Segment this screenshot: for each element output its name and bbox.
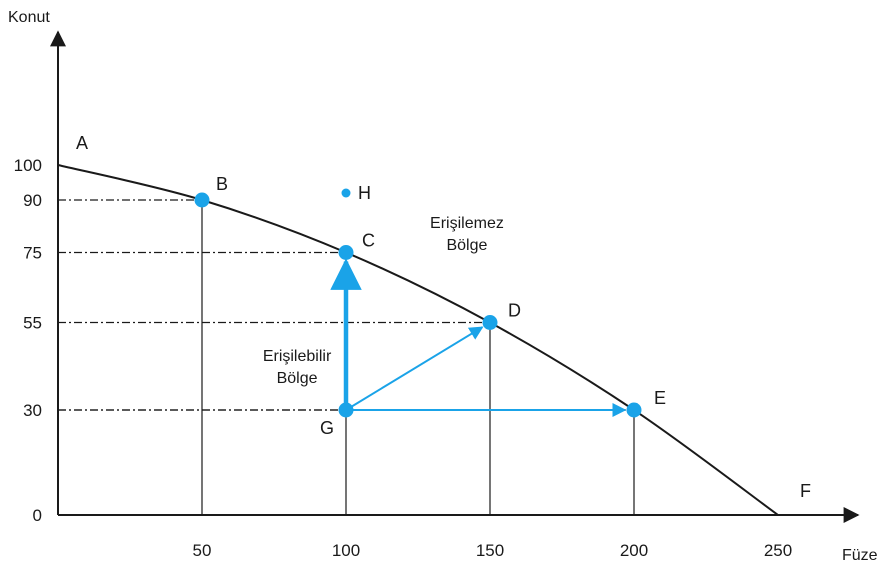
point-e-label: E	[654, 388, 666, 408]
point-g-marker	[338, 402, 354, 418]
y-tick-label-0: 0	[33, 506, 42, 525]
x-tick-label-200: 200	[620, 541, 648, 560]
point-b-marker	[194, 192, 210, 208]
x-tick-label-50: 50	[193, 541, 212, 560]
x-tick-label-100: 100	[332, 541, 360, 560]
y-tick-label-30: 30	[23, 401, 42, 420]
region-label-1-line-0: Erişilebilir	[263, 348, 332, 365]
curve-layer	[57, 164, 779, 516]
region-label-0-line-1: Bölge	[446, 237, 487, 254]
y-tick-label-100: 100	[14, 156, 42, 175]
point-d-marker	[482, 315, 498, 330]
point-b-label: B	[216, 174, 228, 194]
point-h-label: H	[358, 183, 371, 203]
axes	[50, 30, 860, 523]
x-tick-label-250: 250	[764, 541, 792, 560]
y-tick-label-55: 55	[23, 314, 42, 333]
region-label-0-line-0: Erişilemez	[430, 215, 504, 232]
point-h-marker	[341, 188, 351, 198]
point-d-label: D	[508, 301, 521, 321]
label-layer: Konut Füze A B C D E F G H 0 30 55 75 90 100 50 100 150 2…	[8, 9, 878, 564]
point-f-label: F	[800, 481, 811, 501]
y-tick-label-75: 75	[23, 244, 42, 263]
point-c-label: C	[362, 231, 375, 251]
x-axis-title: Füze	[842, 547, 878, 564]
arrow-g-to-d	[345, 326, 484, 411]
x-tick-label-150: 150	[476, 541, 504, 560]
production-frontier-curve	[57, 164, 779, 516]
arrow-layer	[330, 258, 627, 417]
point-e-marker	[626, 402, 642, 418]
region-label-1-line-1: Bölge	[277, 370, 318, 387]
point-a-label: A	[76, 133, 88, 153]
point-c-marker	[338, 245, 354, 260]
point-layer	[194, 188, 642, 418]
y-tick-label-90: 90	[23, 191, 42, 210]
point-g-label: G	[320, 418, 334, 438]
y-axis-title: Konut	[8, 9, 50, 26]
